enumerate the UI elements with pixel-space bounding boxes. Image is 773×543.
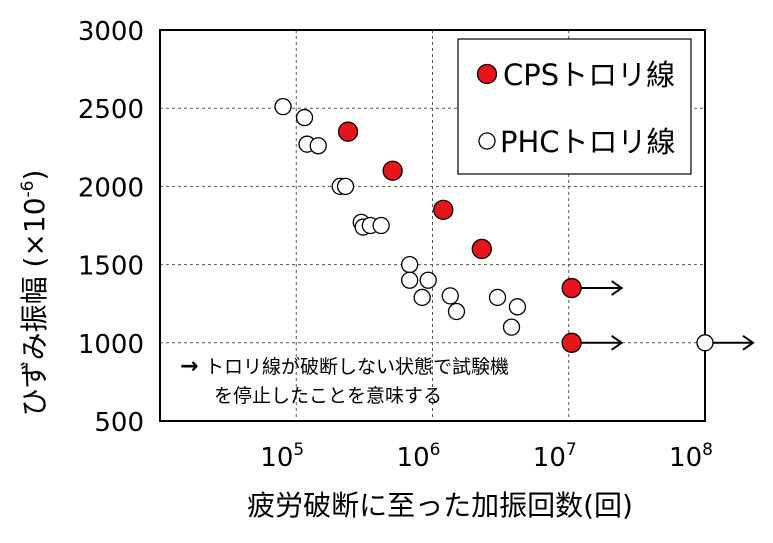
phc-data-point (508, 298, 527, 316)
x-tick-label-exponent: 5 (293, 440, 304, 460)
x-tick-label: 108 (669, 440, 713, 473)
y-tick-label: 3000 (78, 17, 144, 47)
cps-data-point (471, 238, 492, 260)
x-tick-labels: 105 106 107 108 (260, 440, 713, 473)
plot-area-border (159, 29, 706, 422)
x-tick-label-base: 10 (669, 443, 702, 473)
phc-data-point (413, 288, 431, 307)
y-tick-label: 1000 (78, 330, 144, 360)
phc-data-point (696, 334, 714, 352)
y-axis-label-main: ひずみ振幅 (×10 (18, 197, 51, 416)
runout-arrows (579, 280, 755, 351)
cps-data-point (433, 199, 454, 221)
annotation-line-2: を停止したことを意味する (214, 385, 442, 407)
phc-data-point (401, 271, 419, 289)
cps-data-point (337, 121, 359, 142)
annotation-line-1: トロリ線が破断しない状態で試験機 (205, 356, 509, 378)
runout-arrow-head (742, 334, 755, 351)
x-tick-label-base: 10 (260, 443, 293, 473)
x-tick-label-exponent: 6 (430, 440, 441, 460)
x-tick-label-base: 10 (397, 443, 430, 473)
y-axis-label-close: ) (18, 170, 51, 181)
x-tick-label: 107 (533, 440, 577, 473)
phc-data-point (502, 318, 521, 336)
annotation-arrow: → (180, 354, 198, 379)
phc-data-point (488, 288, 507, 307)
phc-data-point (336, 177, 355, 196)
y-tick-labels: 500 1000 1500 2000 2500 3000 (78, 17, 144, 438)
y-axis-label: ひずみ振幅 (×10-6) (18, 170, 51, 417)
x-axis-label: 疲労破断に至った加振回数(回) (247, 489, 633, 522)
grid-lines (160, 30, 705, 421)
phc-data-point (295, 108, 314, 127)
legend-label-phc: PHCトロリ線 (500, 125, 676, 159)
runout-arrow-head (611, 334, 624, 351)
phc-data-point (372, 216, 390, 235)
phc-data-point (274, 97, 292, 116)
data-points (274, 97, 714, 353)
legend: CPSトロリ線 PHCトロリ線 (457, 38, 692, 175)
x-tick-label: 106 (397, 440, 441, 473)
legend-marker-cps (476, 63, 498, 85)
y-axis-label-superscript: -6 (18, 181, 38, 198)
phc-data-point (309, 137, 327, 155)
runout-arrow-head (611, 280, 624, 296)
phc-data-point (441, 287, 459, 305)
phc-data-point (447, 302, 466, 321)
cps-data-point (382, 160, 403, 181)
x-tick-label-exponent: 7 (566, 440, 577, 460)
y-tick-label: 2500 (78, 95, 144, 125)
phc-data-point (419, 271, 437, 289)
y-tick-label: 1500 (78, 252, 144, 282)
x-tick-label-exponent: 8 (702, 440, 713, 460)
x-tick-label-base: 10 (533, 443, 566, 473)
legend-label-cps: CPSトロリ線 (503, 58, 675, 92)
x-tick-label: 105 (260, 440, 304, 473)
cps-data-point (561, 277, 582, 299)
annotation: → トロリ線が破断しない状態で試験機 を停止したことを意味する (180, 354, 509, 407)
legend-box (457, 38, 692, 175)
y-tick-label: 2000 (78, 173, 144, 203)
y-tick-label: 500 (94, 408, 144, 438)
legend-marker-phc (478, 132, 496, 150)
cps-data-point (561, 332, 582, 353)
phc-data-point (401, 255, 419, 274)
